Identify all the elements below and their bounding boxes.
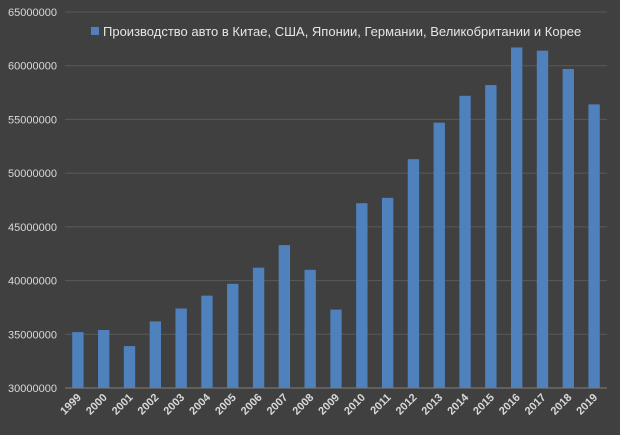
- bar-2002: [149, 321, 162, 388]
- x-tick-label: 2016: [497, 392, 523, 418]
- bar-1999: [72, 332, 84, 388]
- x-tick-label: 2005: [213, 392, 239, 418]
- y-tick-label: 35000000: [8, 329, 57, 341]
- bar-2005: [227, 283, 239, 388]
- bar-2003: [175, 308, 187, 388]
- bar-2018: [562, 68, 574, 389]
- x-tick-label: 2012: [394, 392, 420, 418]
- y-tick-label: 40000000: [8, 276, 57, 288]
- y-tick-label: 60000000: [8, 61, 57, 73]
- x-tick-label: 2004: [187, 391, 213, 417]
- bar-2013: [433, 122, 445, 388]
- y-tick-label: 45000000: [8, 222, 57, 234]
- legend-swatch: [91, 27, 99, 35]
- x-tick-label: 2010: [342, 392, 368, 418]
- bar-2009: [330, 309, 342, 388]
- bar-2017: [536, 50, 549, 388]
- x-tick-label: 2017: [523, 392, 549, 418]
- bar-2007: [278, 245, 291, 388]
- y-tick-label: 65000000: [8, 7, 57, 19]
- x-tick-label: 2000: [84, 392, 110, 418]
- bar-2001: [123, 346, 136, 388]
- y-axis-ticks: 30000000 35000000 40000000 45000000 50000000…: [8, 7, 57, 395]
- x-tick-label: 2019: [574, 392, 600, 418]
- x-tick-label: 2013: [420, 392, 446, 418]
- x-tick-label: 2011: [368, 392, 393, 417]
- x-tick-label: 2001: [110, 392, 136, 418]
- bar-2006: [252, 267, 265, 388]
- bar-2004: [201, 295, 213, 388]
- x-axis-ticks: 1999 2000 2001 2002 2003 2004 2005 2006 2007 2008…: [58, 391, 600, 417]
- x-tick-label: 2008: [291, 392, 317, 418]
- bar-2016: [510, 47, 523, 389]
- x-tick-label: 2003: [161, 392, 187, 418]
- bar-2015: [485, 85, 497, 389]
- bar-2014: [459, 95, 471, 389]
- y-tick-label: 30000000: [8, 383, 57, 395]
- y-tick-label: 50000000: [8, 168, 57, 180]
- bars: [72, 47, 600, 389]
- x-tick-label: 2002: [136, 392, 162, 418]
- x-tick-label: 2018: [549, 392, 575, 418]
- bar-2011: [381, 197, 394, 388]
- x-tick-label: 2006: [239, 392, 265, 418]
- x-tick-label: 1999: [58, 392, 84, 418]
- x-tick-label: 2015: [471, 392, 497, 418]
- x-tick-label: 2014: [445, 391, 471, 417]
- x-tick-label: 2009: [316, 392, 342, 418]
- bar-2010: [356, 203, 368, 388]
- y-tick-label: 55000000: [8, 114, 57, 126]
- legend-label: Производство авто в Китае, США, Японии, …: [103, 24, 581, 39]
- bar-2012: [407, 159, 420, 388]
- bar-2008: [304, 269, 316, 388]
- legend: Производство авто в Китае, США, Японии, …: [91, 24, 581, 39]
- x-tick-label: 2007: [265, 392, 291, 418]
- bar-2019: [588, 104, 600, 388]
- bar-2000: [98, 329, 110, 388]
